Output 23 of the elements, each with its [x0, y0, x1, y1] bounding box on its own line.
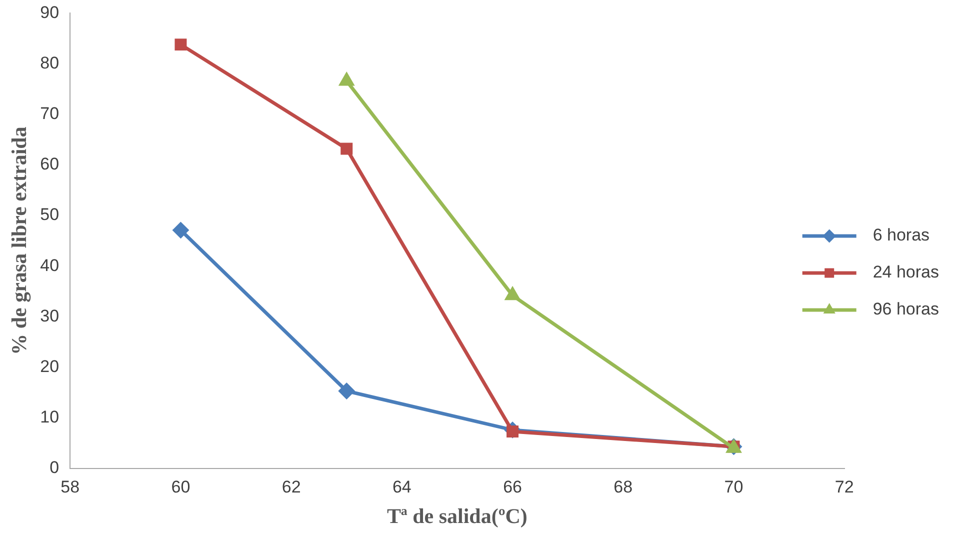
- y-tick-label: 80: [40, 53, 60, 72]
- x-tick-label: 66: [503, 477, 522, 496]
- y-tick-label: 0: [50, 458, 60, 478]
- y-tick-label: 50: [40, 205, 60, 224]
- x-tick-label: 68: [614, 477, 633, 496]
- y-tick-label: 30: [40, 306, 60, 326]
- x-tick-label: 60: [171, 477, 190, 496]
- x-tick-label: 72: [834, 477, 854, 496]
- y-tick-label: 40: [40, 256, 60, 275]
- x-tick-label: 62: [282, 477, 301, 496]
- y-axis-title: % de grasa libre extraida: [7, 126, 32, 355]
- x-tick-label: 70: [724, 477, 744, 496]
- x-axis-title: Tª de salida(ºC): [387, 504, 528, 528]
- y-tick-label: 20: [40, 356, 60, 376]
- y-tick-label: 90: [40, 2, 60, 22]
- x-tick-label: 58: [60, 477, 80, 496]
- legend-label: 24 horas: [872, 262, 940, 282]
- legend-label: 96 horas: [872, 300, 940, 319]
- y-tick-label: 60: [40, 154, 60, 174]
- x-tick-label: 64: [392, 477, 412, 496]
- y-tick-label: 70: [40, 104, 60, 124]
- legend-label: 6 horas: [872, 226, 930, 245]
- y-tick-label: 10: [40, 408, 60, 427]
